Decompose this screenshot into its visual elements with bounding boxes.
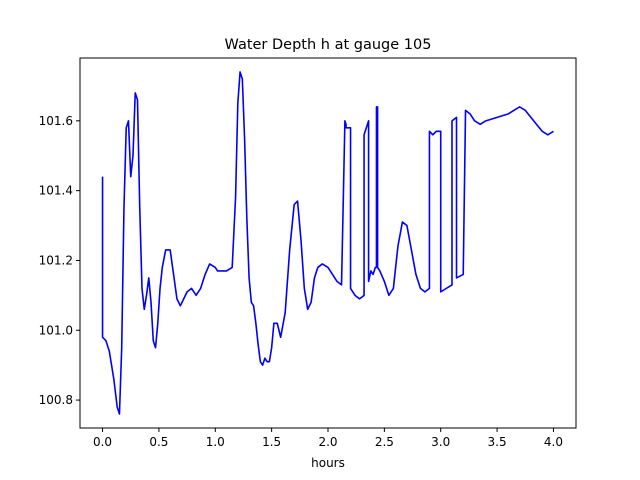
x-axis-ticks: 0.0 0.5 1.0 1.5 2.0 2.5 3.0 3.5 4.0 [93,428,563,449]
series-line-0 [101,71,554,415]
x-tick-label: 1.0 [206,435,225,449]
x-tick-label: 0.5 [149,435,168,449]
x-axis-label: hours [311,456,345,470]
x-tick-label: 4.0 [544,435,563,449]
x-tick-label: 2.5 [375,435,394,449]
x-tick-label: 0.0 [93,435,112,449]
x-tick-label: 3.0 [431,435,450,449]
x-tick-label: 2.0 [318,435,337,449]
plot-area [101,71,554,415]
y-tick-label: 101.2 [39,253,73,267]
axes-frame [79,57,577,429]
y-axis-ticks: 100.8 101.0 101.2 101.4 101.6 [39,114,80,407]
y-tick-label: 101.0 [39,323,73,337]
chart-title: Water Depth h at gauge 105 [225,37,432,53]
x-tick-label: 1.5 [262,435,281,449]
y-tick-label: 101.4 [39,184,73,198]
y-tick-label: 100.8 [39,393,73,407]
x-tick-label: 3.5 [488,435,507,449]
y-tick-label: 101.6 [39,114,73,128]
